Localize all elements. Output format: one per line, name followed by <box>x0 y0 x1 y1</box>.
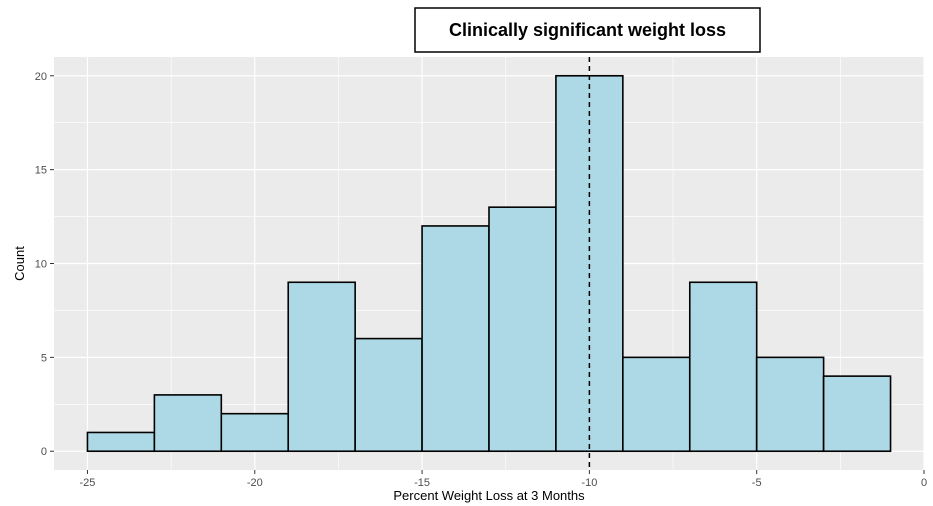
y-axis-title: Count <box>12 246 27 281</box>
histogram-bar <box>555 74 624 453</box>
histogram-bars <box>86 74 892 453</box>
histogram-bar <box>220 412 290 453</box>
y-tick-label: 15 <box>35 165 47 177</box>
x-tick-label: -10 <box>581 477 597 489</box>
x-axis-ticks: -25 -20 -15 -10 -5 0 <box>80 470 927 489</box>
histogram-bar <box>354 337 423 453</box>
x-tick-label: 0 <box>921 477 927 489</box>
histogram-bar <box>622 356 691 453</box>
x-tick-label: -20 <box>247 477 263 489</box>
histogram-bar <box>688 281 758 453</box>
x-tick-label: -5 <box>752 477 762 489</box>
histogram-bar <box>86 431 156 453</box>
annotation-text: Clinically significant weight loss <box>449 20 726 40</box>
x-tick-label: -25 <box>80 477 96 489</box>
y-tick-label: 10 <box>35 259 47 271</box>
y-axis-ticks: 0 5 10 15 20 <box>35 71 54 458</box>
histogram-bar <box>421 225 490 453</box>
histogram-bar <box>287 281 356 453</box>
histogram-bar <box>822 375 892 453</box>
y-tick-label: 0 <box>41 446 47 458</box>
histogram-bar <box>488 206 557 453</box>
y-tick-label: 20 <box>35 71 47 83</box>
histogram-bar <box>153 394 223 453</box>
x-axis-title: Percent Weight Loss at 3 Months <box>393 488 585 503</box>
annotation-frame <box>414 7 761 53</box>
y-tick-label: 5 <box>41 352 47 364</box>
histogram-bar <box>755 356 825 453</box>
x-tick-label: -15 <box>414 477 430 489</box>
annotation-box: Clinically significant weight loss <box>414 7 761 53</box>
